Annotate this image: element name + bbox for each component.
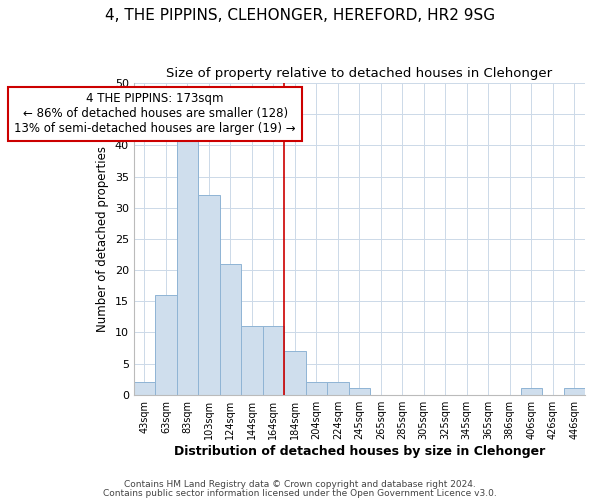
Bar [176, 133, 198, 394]
Text: 4 THE PIPPINS: 173sqm
← 86% of detached houses are smaller (128)
13% of semi-det: 4 THE PIPPINS: 173sqm ← 86% of detached … [14, 92, 296, 136]
Bar [305, 382, 327, 394]
Text: 4, THE PIPPINS, CLEHONGER, HEREFORD, HR2 9SG: 4, THE PIPPINS, CLEHONGER, HEREFORD, HR2… [105, 8, 495, 22]
Bar [521, 388, 542, 394]
Bar [155, 295, 176, 394]
Bar [241, 326, 263, 394]
Bar [198, 196, 220, 394]
Bar [284, 351, 305, 395]
Bar [220, 264, 241, 394]
Bar [563, 388, 585, 394]
Bar [263, 326, 284, 394]
X-axis label: Distribution of detached houses by size in Clehonger: Distribution of detached houses by size … [174, 444, 545, 458]
Bar [327, 382, 349, 394]
Text: Contains HM Land Registry data © Crown copyright and database right 2024.: Contains HM Land Registry data © Crown c… [124, 480, 476, 489]
Title: Size of property relative to detached houses in Clehonger: Size of property relative to detached ho… [166, 68, 553, 80]
Y-axis label: Number of detached properties: Number of detached properties [96, 146, 109, 332]
Text: Contains public sector information licensed under the Open Government Licence v3: Contains public sector information licen… [103, 489, 497, 498]
Bar [134, 382, 155, 394]
Bar [349, 388, 370, 394]
